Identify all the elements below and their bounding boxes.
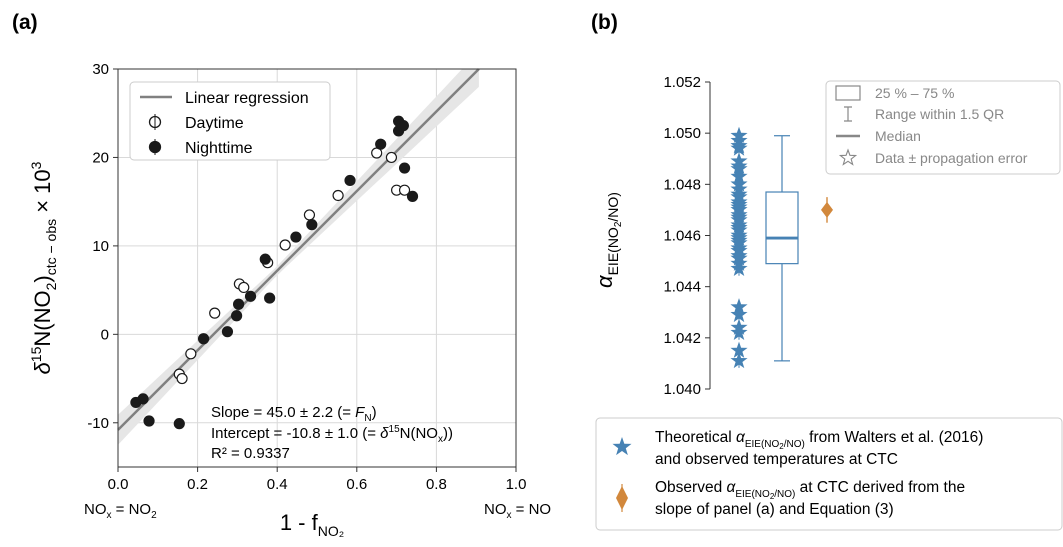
legend-box-swatch [835,85,861,101]
legend-theoretical-line2: and observed temperatures at CTC [655,451,898,468]
panel-a: 0.0 0.2 0.4 0.6 0.8 1.0 -10 0 10 20 30 Linear regr… [28,61,551,539]
legend-observed-line2: slope of panel (a) and Equation (3) [655,501,894,518]
y-tick-label-b: 1.050 [663,125,701,142]
panel-label-a: (a) [12,11,38,34]
box-iqr [765,191,799,265]
legend-theoretical-star [612,437,632,456]
theoretical-star [730,351,748,369]
legend-nighttime-label: Nighttime [185,140,253,157]
axis-ticks-a: 0.0 0.2 0.4 0.6 0.8 1.0 -10 0 10 20 30 [87,61,526,493]
daytime-point [385,151,398,164]
legend-theoretical-line1: Theoretical αEIE(NO2/NO) from Walters et… [655,429,983,451]
nighttime-point [264,292,276,304]
y-tick-label-b: 1.052 [663,74,701,91]
legend-range-label: Range within 1.5 QR [875,106,1004,122]
axis-ticks-b: 1.040 1.042 1.044 1.046 1.048 1.050 1.052 [663,74,710,398]
legend-data-swatch [838,148,858,166]
x-tick-label-a: 1.0 [506,476,527,493]
nighttime-point [244,290,257,302]
y-tick-label-b: 1.042 [663,330,701,347]
x-tick-label-a: 0.2 [187,476,208,493]
nighttime-point [231,310,243,322]
nighttime-point [197,333,210,345]
daytime-point [398,184,411,196]
box-plot [765,135,799,362]
nighttime-point [406,190,419,202]
daytime-point [238,281,250,294]
observed-diamond [821,201,833,218]
x-tick-label-a: 0.8 [426,476,447,493]
nighttime-point [137,393,149,405]
regression-ci-band-group [118,69,479,445]
y-tick-label-b: 1.040 [663,381,701,398]
panel-label-b: (b) [591,11,618,34]
daytime-point [332,189,344,202]
x-axis-label-a: 1 - fNO₂ [280,510,344,539]
nighttime-point [398,162,411,174]
y-tick-label-a: 10 [92,238,109,255]
x-tick-label-a: 0.4 [267,476,288,493]
nighttime-point [290,231,302,243]
y-tick-label-a: 20 [92,149,109,166]
y-tick-label-b: 1.046 [663,228,701,245]
y-tick-label-b: 1.048 [663,176,701,193]
legend-b: 25 % – 75 % Range within 1.5 QR Median D… [825,80,1061,175]
nighttime-point [232,298,245,310]
daytime-point [209,307,221,319]
y-tick-label-a: -10 [87,415,109,432]
daytime-point [303,209,316,221]
scatter-points [130,115,419,430]
annotation-intercept: Intercept = -10.8 ± 1.0 (= δ15N(NOx)) [211,424,453,445]
y-axis-label-a: δ15N(NO2)ctc − obs × 103 [28,161,59,374]
theoretical-stars [730,126,748,369]
regression-ci-band [118,69,479,445]
legend-a-frame [129,81,331,161]
x-end-label-left: NOx = NO2 [84,501,157,521]
legend-a: Linear regression Daytime Nighttime [129,81,331,161]
legend-median-label: Median [875,128,921,144]
theoretical-star [730,126,748,144]
legend-bottom-frame [595,417,1063,531]
x-tick-label-a: 0.0 [108,476,129,493]
theoretical-star [730,318,748,335]
legend-box-label: 25 % – 75 % [875,85,954,101]
x-tick-label-a: 0.6 [346,476,367,493]
theoretical-star [730,152,748,169]
y-tick-label-a: 30 [92,61,109,78]
nighttime-point [375,138,387,150]
legend-observed-line1: Observed αEIE(NO2/NO) at CTC derived fro… [655,479,965,501]
legend-daytime-label: Daytime [185,115,244,132]
legend-range-swatch [844,106,852,122]
legend-bottom: Theoretical αEIE(NO2/NO) from Walters et… [595,417,1063,531]
y-tick-label-a: 0 [101,326,109,343]
nighttime-point [397,120,409,132]
daytime-point [185,348,197,360]
nighttime-point [344,174,356,187]
y-tick-label-b: 1.044 [663,279,701,296]
legend-b-frame [825,80,1061,175]
regression-annotation: Slope = 45.0 ± 2.2 (= FN) Intercept = -1… [211,404,453,462]
daytime-point [279,239,291,251]
nighttime-point [173,418,185,430]
annotation-slope: Slope = 45.0 ± 2.2 (= FN) [211,404,377,424]
nighttime-point [143,415,155,427]
observed-diamond-group [821,197,833,223]
y-axis-label-b: αEIE(NO2/NO) [592,192,624,288]
x-end-label-right: NOx = NO [484,501,551,521]
plot-frame-a [117,68,517,468]
daytime-point [176,372,188,385]
nighttime-point [306,219,318,231]
theoretical-star [730,341,748,358]
theoretical-star [730,298,748,315]
legend-data-label: Data ± propagation error [875,150,1028,166]
nighttime-point [259,253,271,265]
annotation-r2: R² = 0.9337 [211,445,290,462]
panel-b: 1.040 1.042 1.044 1.046 1.048 1.050 1.052 αEIE… [592,74,1063,531]
legend-regression-label: Linear regression [185,90,309,107]
nighttime-point [221,326,234,338]
